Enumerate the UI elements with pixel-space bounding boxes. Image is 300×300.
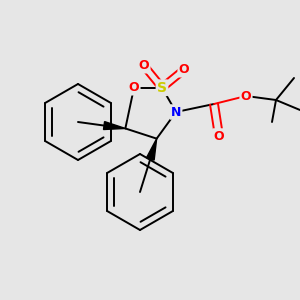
Polygon shape (103, 122, 125, 130)
Text: O: O (129, 81, 139, 94)
Polygon shape (146, 139, 157, 160)
Text: O: O (241, 89, 251, 103)
Text: O: O (139, 59, 149, 72)
Text: O: O (214, 130, 224, 142)
Text: N: N (171, 106, 181, 118)
Text: S: S (157, 81, 167, 95)
Text: O: O (179, 63, 189, 76)
